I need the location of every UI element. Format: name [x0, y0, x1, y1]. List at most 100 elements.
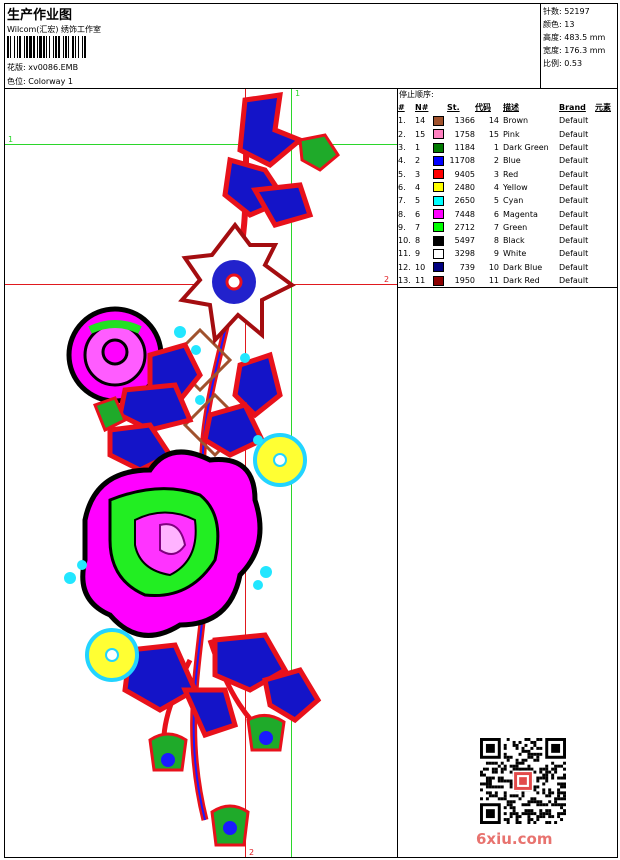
row-needle: 1 [415, 143, 421, 153]
page-title: 生产作业图 [7, 8, 73, 23]
row-stitches: 3298 [454, 249, 475, 259]
row-index: 6. [398, 182, 406, 192]
row-stitches: 2650 [454, 196, 475, 206]
col-stitches: St. [447, 103, 460, 113]
row-description: Dark Blue [503, 262, 543, 272]
col-brand: Brand [559, 103, 586, 113]
row-swatch [433, 247, 447, 260]
legend-bottom-divider [397, 287, 618, 288]
row-stitches: 11708 [449, 156, 475, 166]
table-row: 1. 14 1366 14 Brown Default [398, 114, 619, 127]
col-description: 描述 [503, 103, 519, 113]
row-brand: Default [559, 276, 589, 285]
row-stitches: 1366 [454, 116, 475, 126]
row-needle: 15 [415, 129, 426, 139]
row-swatch [433, 274, 447, 287]
row-description: Dark Green [503, 143, 549, 153]
row-stitches: 5497 [454, 236, 475, 246]
color-swatch [433, 248, 444, 259]
row-description: Cyan [503, 196, 524, 206]
row-swatch [433, 141, 447, 154]
row-needle: 5 [415, 196, 421, 206]
row-needle: 6 [415, 209, 421, 219]
row-code: 9 [493, 249, 499, 259]
row-description: Dark Red [503, 276, 540, 285]
flower-peony [80, 449, 263, 638]
stat-stitches: 针数: 52197 [543, 7, 590, 16]
row-description: Pink [503, 129, 520, 139]
row-needle: 4 [415, 182, 421, 192]
row-description: Yellow [503, 182, 528, 192]
color-swatch [433, 169, 444, 180]
row-code: 7 [493, 222, 499, 232]
row-needle: 2 [415, 156, 421, 166]
design-value: xv0086.EMB [28, 63, 79, 72]
table-row: 8. 6 7448 6 Magenta Default [398, 207, 619, 220]
row-stitches: 7448 [454, 209, 475, 219]
brand-watermark: 6xiu.com [476, 830, 553, 848]
color-swatch [433, 275, 444, 286]
row-needle: 9 [415, 249, 421, 259]
design-line: 花版: xv0086.EMB [7, 62, 78, 73]
green-guide-v-label: 1 [295, 89, 301, 98]
table-row: 3. 1 1184 1 Dark Green Default [398, 141, 619, 154]
row-code: 1 [493, 143, 499, 153]
legend-divider [397, 88, 398, 858]
row-brand: Default [559, 169, 589, 179]
row-brand: Default [559, 143, 589, 153]
row-code: 11 [488, 276, 499, 285]
design-label: 花版: [7, 63, 26, 72]
row-brand: Default [559, 196, 589, 206]
row-swatch [433, 194, 447, 207]
row-swatch [433, 154, 447, 167]
table-row: 9. 7 2712 7 Green Default [398, 221, 619, 234]
row-index: 10. [398, 236, 411, 246]
row-index: 13. [398, 276, 411, 285]
row-code: 4 [493, 182, 499, 192]
row-swatch [433, 234, 447, 247]
barcode [7, 36, 87, 58]
row-needle: 3 [415, 169, 421, 179]
sheet-frame [4, 3, 618, 858]
row-swatch [433, 207, 447, 220]
row-stitches: 2480 [454, 182, 475, 192]
colorway-label: 色位: [7, 77, 26, 86]
table-row: 7. 5 2650 5 Cyan Default [398, 194, 619, 207]
col-index: # [398, 103, 405, 113]
stats-divider [540, 3, 541, 88]
row-swatch [433, 114, 447, 127]
row-index: 8. [398, 209, 406, 219]
row-index: 1. [398, 116, 406, 126]
col-needle: N# [415, 103, 429, 113]
green-guide-h-label: 1 [8, 135, 14, 144]
stat-colors: 颜色: 13 [543, 20, 575, 29]
row-code: 8 [493, 236, 499, 246]
row-index: 4. [398, 156, 406, 166]
row-stitches: 739 [459, 262, 475, 272]
table-row: 2. 15 1758 15 Pink Default [398, 128, 619, 141]
green-guide-horizontal [5, 144, 397, 145]
row-description: Blue [503, 156, 521, 166]
row-swatch [433, 221, 447, 234]
table-header-row: # N# St. 代码 描述 Brand 元素 [398, 101, 619, 114]
row-index: 3. [398, 143, 406, 153]
row-needle: 11 [415, 276, 426, 285]
stat-width: 宽度: 176.3 mm [543, 46, 606, 55]
row-description: Brown [503, 116, 529, 126]
row-swatch [433, 128, 447, 141]
row-needle: 14 [415, 116, 426, 126]
row-code: 10 [488, 262, 499, 272]
row-code: 6 [493, 209, 499, 219]
table-row: 6. 4 2480 4 Yellow Default [398, 181, 619, 194]
row-index: 7. [398, 196, 406, 206]
row-code: 3 [493, 169, 499, 179]
col-element: 元素 [595, 103, 611, 113]
row-stitches: 1950 [454, 276, 475, 285]
color-swatch [433, 262, 444, 273]
row-swatch [433, 167, 447, 180]
qr-code [480, 738, 566, 824]
table-row: 10. 8 5497 8 Black Default [398, 234, 619, 247]
row-brand: Default [559, 209, 589, 219]
row-code: 14 [488, 116, 499, 126]
color-swatch [433, 129, 444, 140]
